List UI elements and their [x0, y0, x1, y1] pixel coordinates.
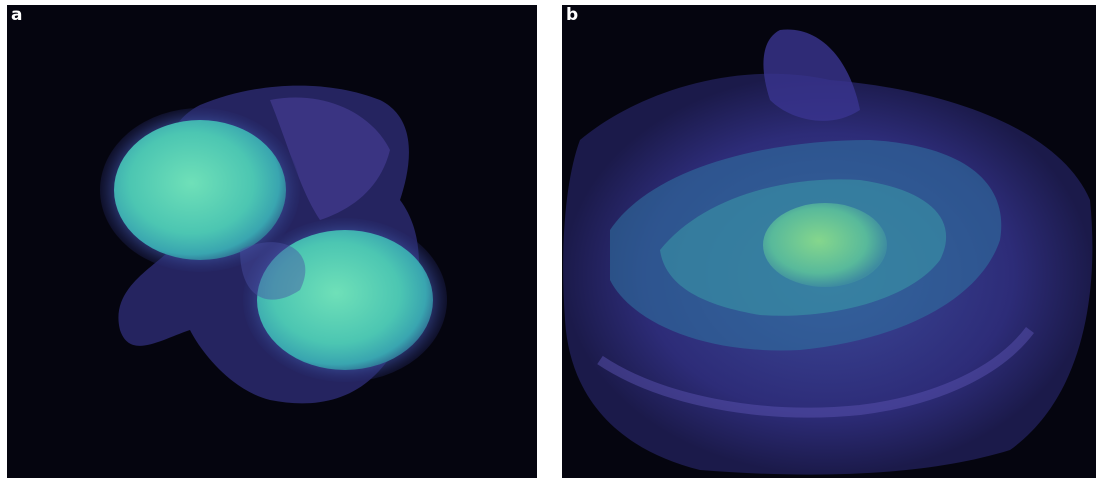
panel-b: b [562, 5, 1096, 478]
remnant-core [763, 203, 887, 287]
page: {"panels": [{"label": "a"}, {"label": "b… [0, 0, 1101, 482]
panel-label: b [566, 5, 578, 25]
panel-label: a [11, 5, 22, 25]
figure: a b [0, 0, 1101, 482]
neutron-star [114, 120, 286, 260]
panel-a: a [7, 5, 537, 478]
